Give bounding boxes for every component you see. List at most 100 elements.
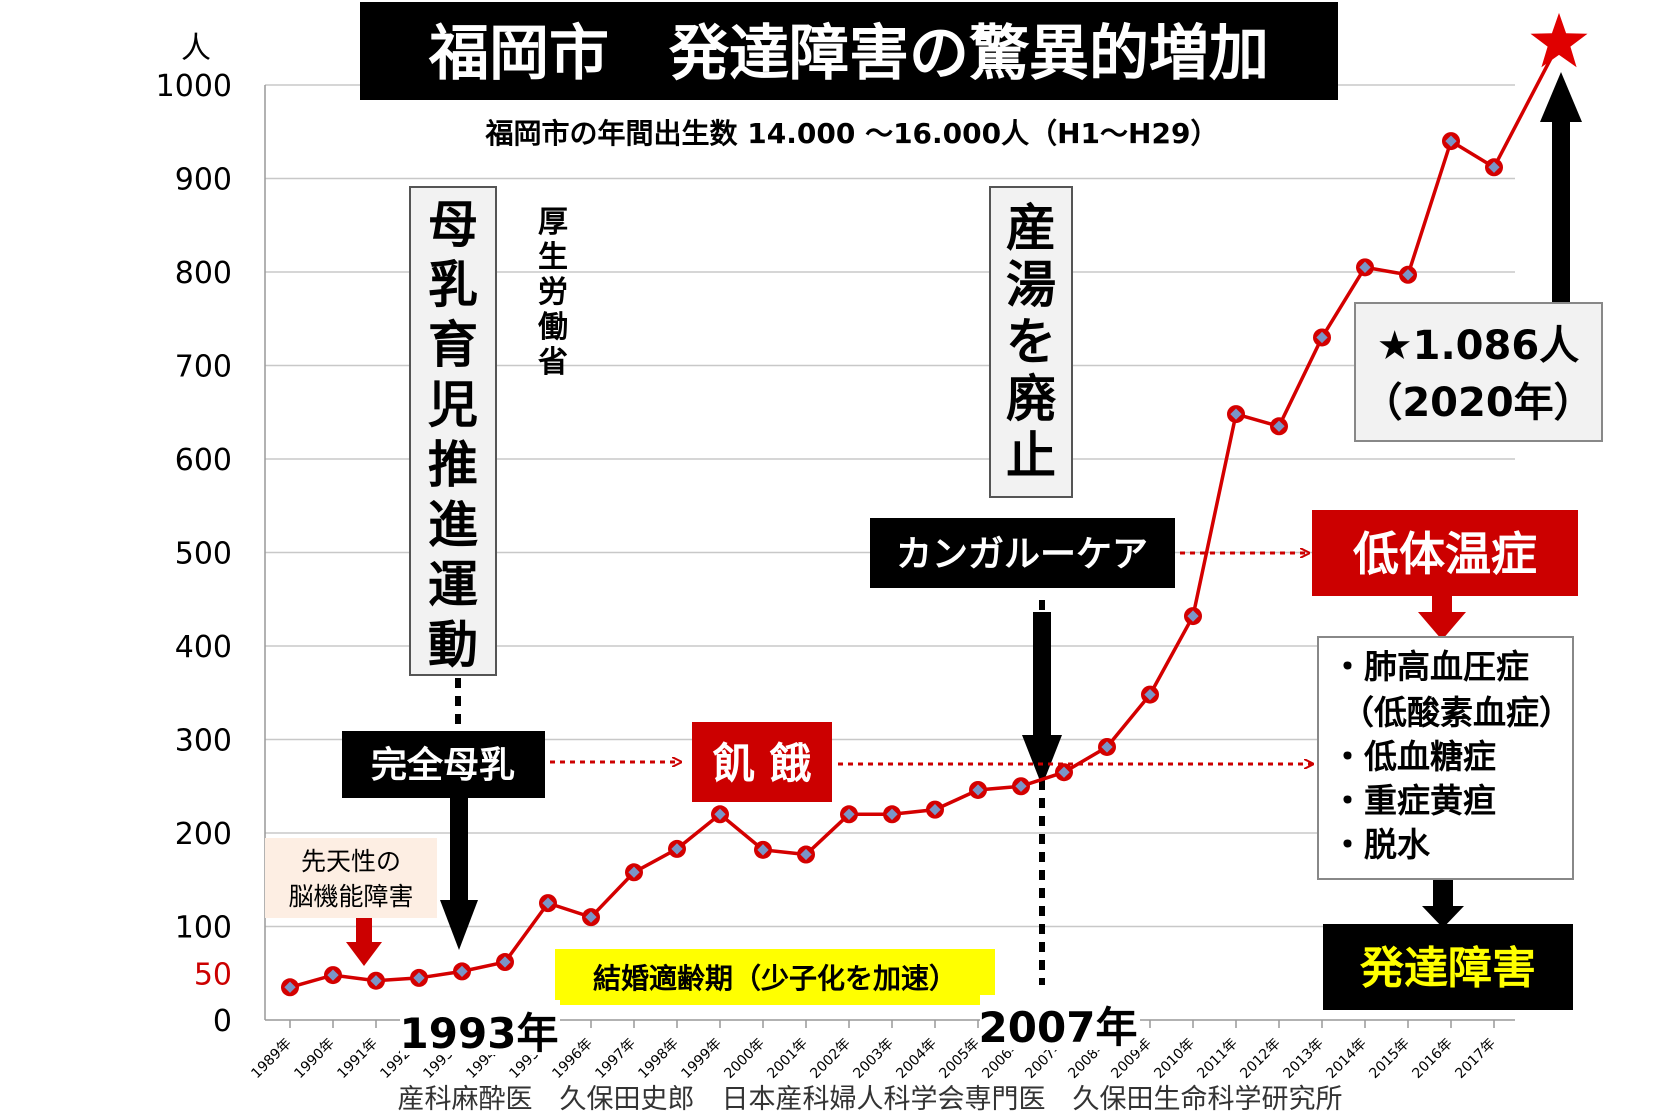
data-point-marker [1402, 269, 1414, 281]
x-tick-label: 2003年 [850, 1036, 896, 1082]
arrow-hypothermia [1418, 596, 1466, 640]
x-tick-label: 2013年 [1280, 1036, 1326, 1082]
year-1993-label: 1993年 [400, 1009, 559, 1058]
star-point [1530, 12, 1588, 68]
data-point-marker [714, 808, 726, 820]
breastfeeding-campaign-label: 母乳育児推進運動 [428, 196, 478, 674]
x-tick-label: 2012年 [1237, 1036, 1283, 1082]
title-box [360, 2, 1338, 100]
data-point-marker [370, 975, 382, 987]
symptom-item: ・肺高血圧症 [1331, 647, 1529, 686]
marriage-age-label: 結婚適齢期（少子化を加速） [593, 962, 957, 995]
developmental-disorder-label: 発達障害 [1359, 943, 1536, 994]
symptoms-list: ・肺高血圧症 （低酸素血症） ・低血糖症・重症黄疸・脱水 [1331, 647, 1572, 864]
symptoms-box [1317, 636, 1574, 880]
x-tick-label: 1997年 [592, 1036, 638, 1082]
y-tick-label: 1000 [156, 69, 232, 104]
breastfeeding-campaign-box [409, 186, 497, 676]
y-tick-label: 400 [175, 630, 232, 665]
data-point-marker [757, 844, 769, 856]
symptom-item: （低酸素血症） [1341, 693, 1572, 732]
data-point-marker [327, 969, 339, 981]
x-tick-label: 2016年 [1409, 1036, 1455, 1082]
data-point-marker [284, 981, 296, 993]
data-point-marker [542, 897, 554, 909]
complete-breastfeeding-label: 完全母乳 [371, 744, 515, 786]
data-point-marker [843, 808, 855, 820]
data-point-marker [499, 956, 511, 968]
data-point-marker [628, 866, 640, 878]
arrow-to-star [1540, 72, 1582, 302]
data-point-marker [1058, 766, 1070, 778]
x-tick-label: 1998年 [635, 1036, 681, 1082]
data-point-marker [456, 965, 468, 978]
footer-credit: 産科麻酔医 久保田史郎 日本産科婦人科学会専門医 久保田生命科学研究所 [398, 1084, 1343, 1115]
data-point-marker [1316, 331, 1328, 344]
y-tick-label: 300 [175, 724, 232, 759]
x-tick-label: 2002年 [807, 1036, 853, 1082]
star-value-line2: （2020年） [1362, 380, 1593, 426]
arrow-2007 [1022, 612, 1062, 786]
data-series [281, 12, 1588, 997]
star-value-box [1354, 302, 1603, 442]
x-tick-label: 2001年 [764, 1036, 810, 1082]
symptom-item: ・脱水 [1331, 825, 1431, 864]
x-tick-label: 2014年 [1323, 1036, 1369, 1082]
y-tick-label: 0 [213, 1004, 232, 1039]
data-point-marker [413, 972, 425, 984]
data-point-marker [1144, 688, 1156, 701]
data-point-marker [972, 784, 984, 796]
x-tick-label: 1991年 [334, 1036, 380, 1082]
data-point-marker [671, 843, 683, 855]
arrow-congenital [346, 917, 382, 966]
congenital-line2: 脳機能障害 [288, 882, 413, 911]
data-point-marker [1445, 135, 1457, 147]
y-tick-label: 900 [175, 163, 232, 198]
data-point-marker [929, 803, 941, 816]
data-point-marker [1273, 420, 1285, 432]
ubuyu-abolished-label: 産湯を廃止 [1006, 199, 1057, 485]
hypothermia-label: 低体温症 [1353, 527, 1537, 581]
y-tick-label: 700 [175, 350, 232, 385]
y-axis-ticks: 0 100 200 300 400 500 600 700 800 900 1000 50 [156, 69, 232, 1039]
x-tick-label: 2011年 [1194, 1036, 1240, 1082]
arrow-to-developmental-disorder [1422, 880, 1464, 928]
y-tick-label: 500 [175, 537, 232, 572]
marriage-age-box [555, 949, 995, 1005]
x-tick-label: 2000年 [721, 1036, 767, 1082]
symptom-item: ・低血糖症 [1331, 737, 1496, 776]
x-tick-label: 2010年 [1151, 1036, 1197, 1082]
chart-title: 福岡市 発達障害の驚異的増加 [428, 19, 1269, 89]
developmental-disorder-box [1323, 924, 1573, 1010]
data-point-marker [1187, 610, 1199, 622]
ubuyu-abolished-box [989, 186, 1073, 498]
kangaroo-care-label: カンガルーケア [896, 534, 1148, 575]
starvation-label: 飢 餓 [713, 739, 812, 788]
complete-breastfeeding-box [342, 731, 545, 798]
data-point-marker [1015, 780, 1027, 792]
star-value-line1: ★1.086人 [1377, 323, 1579, 369]
y-tick-label-special: 50 [194, 957, 232, 992]
hypothermia-box [1312, 510, 1578, 596]
data-point-marker [1101, 741, 1113, 753]
data-point-marker [800, 848, 812, 861]
y-tick-label: 800 [175, 256, 232, 291]
x-tick-label: 2004年 [893, 1036, 939, 1082]
data-point-marker [886, 808, 898, 820]
data-point-marker [585, 911, 597, 923]
data-point-marker [1488, 161, 1500, 173]
x-tick-label: 1999年 [678, 1036, 724, 1082]
y-tick-label: 600 [175, 443, 232, 478]
x-tick-label: 2005年 [936, 1036, 982, 1082]
x-tick-label: 2017年 [1452, 1036, 1498, 1082]
data-point-marker [1230, 408, 1242, 420]
chart-subtitle: 福岡市の年間出生数 14.000 ～16.000人（H1～H29） [485, 117, 1219, 150]
arrow-1993 [440, 795, 478, 950]
x-tick-label: 2015年 [1366, 1036, 1412, 1082]
congenital-box [265, 838, 437, 918]
year-2007-label: 2007年 [979, 1003, 1138, 1052]
ministry-label: 厚生労働省 [537, 205, 568, 380]
x-tick-label: 1990年 [291, 1036, 337, 1082]
x-tick-label: 1989年 [248, 1036, 294, 1082]
